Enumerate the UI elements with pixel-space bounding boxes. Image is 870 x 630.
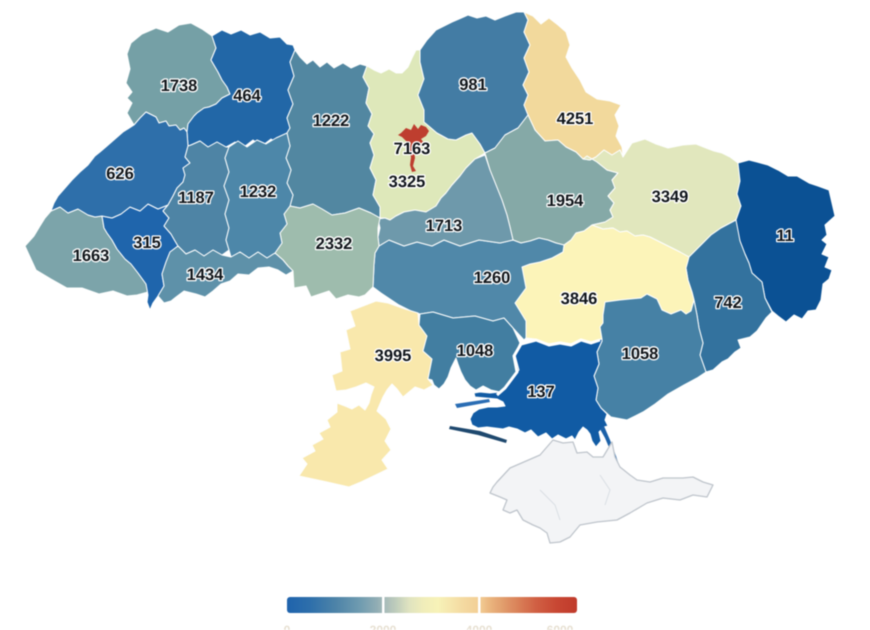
svg-text:137: 137 bbox=[527, 383, 555, 401]
svg-text:0: 0 bbox=[284, 623, 291, 630]
svg-text:1048: 1048 bbox=[457, 342, 494, 360]
svg-text:1663: 1663 bbox=[73, 247, 110, 265]
svg-text:4000: 4000 bbox=[466, 623, 493, 630]
svg-text:464: 464 bbox=[233, 87, 261, 105]
svg-text:2332: 2332 bbox=[316, 235, 353, 253]
svg-text:3846: 3846 bbox=[561, 290, 598, 308]
svg-text:1187: 1187 bbox=[178, 189, 214, 207]
svg-text:981: 981 bbox=[459, 76, 487, 94]
svg-text:2000: 2000 bbox=[370, 623, 397, 630]
svg-text:1713: 1713 bbox=[426, 217, 463, 235]
svg-text:626: 626 bbox=[106, 165, 134, 183]
svg-text:3349: 3349 bbox=[652, 188, 689, 206]
svg-text:4251: 4251 bbox=[557, 110, 594, 128]
svg-text:6000: 6000 bbox=[547, 623, 574, 630]
svg-text:315: 315 bbox=[133, 234, 161, 252]
svg-text:11: 11 bbox=[776, 227, 793, 245]
svg-text:1260: 1260 bbox=[474, 269, 511, 287]
svg-text:7163: 7163 bbox=[394, 140, 431, 158]
svg-text:1954: 1954 bbox=[547, 192, 585, 210]
svg-text:3325: 3325 bbox=[389, 173, 426, 191]
svg-text:742: 742 bbox=[714, 294, 742, 312]
svg-text:1222: 1222 bbox=[313, 112, 350, 130]
svg-text:1434: 1434 bbox=[187, 266, 225, 284]
svg-text:1058: 1058 bbox=[622, 345, 659, 363]
svg-text:3995: 3995 bbox=[375, 347, 412, 365]
svg-text:1232: 1232 bbox=[240, 183, 277, 201]
svg-text:1738: 1738 bbox=[161, 77, 198, 95]
